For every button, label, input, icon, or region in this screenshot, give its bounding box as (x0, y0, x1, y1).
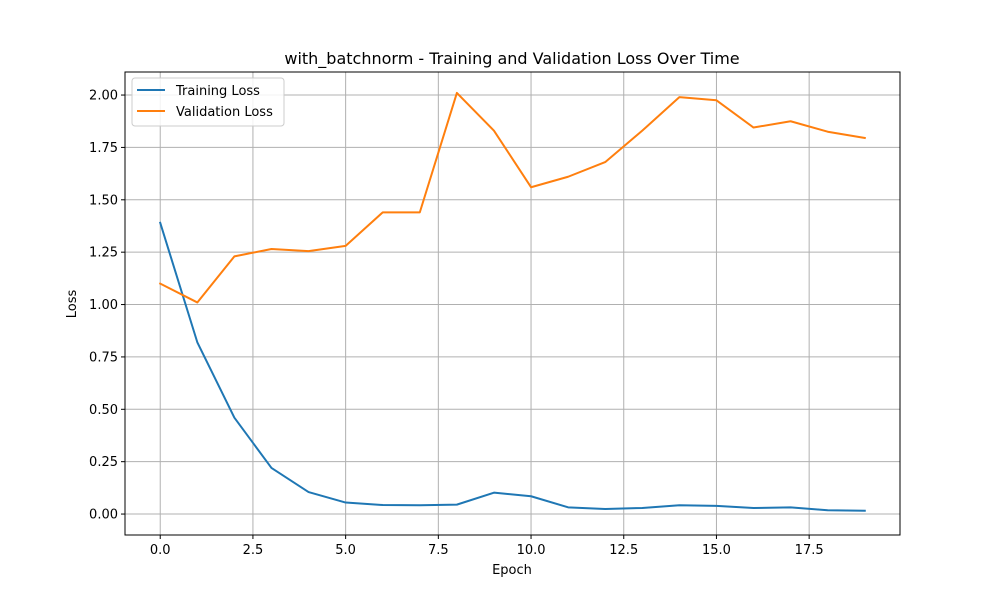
x-tick-label: 0.0 (150, 543, 171, 558)
plot-frame (124, 71, 901, 536)
legend: Training Loss Validation Loss (131, 77, 285, 127)
legend-label-validation-loss: Validation Loss (176, 105, 273, 120)
series-lines (158, 91, 866, 512)
y-tick-label: 1.50 (89, 193, 118, 208)
x-tick-label: 7.5 (428, 543, 449, 558)
legend-label-training-loss: Training Loss (175, 84, 260, 99)
x-tick-label: 12.5 (609, 543, 638, 558)
grid (125, 72, 900, 535)
x-tick-label: 10.0 (517, 543, 546, 558)
x-tick-label: 2.5 (243, 543, 264, 558)
y-axis-ticks: 0.00 0.25 0.50 0.75 1.00 1.25 1.50 1.75 2.00 (89, 89, 125, 523)
x-tick-label: 15.0 (702, 543, 731, 558)
y-tick-label: 1.75 (89, 141, 118, 156)
y-tick-label: 1.00 (89, 298, 118, 313)
legend-box (131, 77, 285, 127)
x-tick-label: 17.5 (795, 543, 824, 558)
y-axis-label: Loss (65, 290, 80, 319)
y-tick-label: 0.50 (89, 403, 118, 418)
y-tick-label: 1.25 (89, 246, 118, 261)
y-tick-label: 0.75 (89, 350, 118, 365)
x-axis-ticks: 0.0 2.5 5.0 7.5 10.0 12.5 15.0 17.5 (150, 535, 824, 558)
y-tick-label: 0.00 (89, 508, 118, 523)
training-loss-line (158, 221, 866, 512)
chart-title: with_batchnorm - Training and Validation… (284, 49, 739, 69)
y-tick-label: 2.00 (89, 89, 118, 104)
y-tick-label: 0.25 (89, 455, 118, 470)
x-tick-label: 5.0 (335, 543, 356, 558)
x-axis-label: Epoch (492, 563, 532, 578)
validation-loss-line (158, 91, 866, 304)
